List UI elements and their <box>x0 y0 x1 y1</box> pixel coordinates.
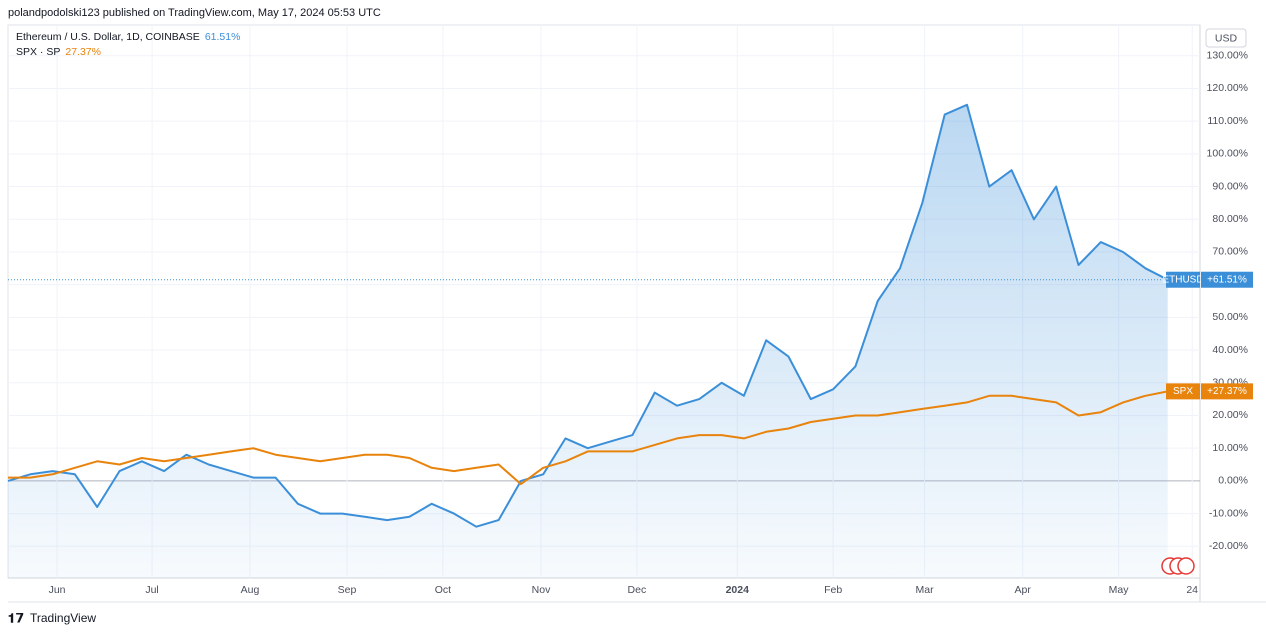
x-tick-label: Mar <box>916 584 935 596</box>
series-line <box>8 390 1168 486</box>
header: polandpodolski123 published on TradingVi… <box>8 7 381 19</box>
x-tick-label: Sep <box>338 584 357 596</box>
legend-value: 61.51% <box>205 31 241 43</box>
y-tick-label: 90.00% <box>1212 180 1248 192</box>
series-line <box>7 103 1169 528</box>
logo-icon: 𝟏𝟳 <box>8 610 24 625</box>
badge-name: ETHUSD <box>1162 274 1203 285</box>
y-tick-label: -10.00% <box>1209 507 1248 519</box>
legend-name: Ethereum / U.S. Dollar, 1D, COINBASE <box>16 31 200 43</box>
badge <box>1166 271 1200 288</box>
x-tick-label: Jun <box>49 584 66 596</box>
y-tick-label: 50.00% <box>1212 311 1248 323</box>
currency[interactable]: USD <box>1215 32 1238 44</box>
x-tick-label: Apr <box>1015 584 1032 596</box>
y-tick-label: 0.00% <box>1218 475 1248 487</box>
badge <box>1166 383 1200 400</box>
legend-value: 27.37% <box>65 46 101 58</box>
x-tick-label: Oct <box>435 584 451 596</box>
badge-value: +27.37% <box>1207 386 1247 397</box>
y-tick-label: 130.00% <box>1207 50 1248 62</box>
y-tick-label: 110.00% <box>1207 115 1248 127</box>
y-tick-label: 10.00% <box>1212 442 1248 454</box>
logo: 𝟏𝟳 <box>8 610 24 625</box>
area-fill <box>8 104 1168 579</box>
marks <box>7 103 1200 579</box>
labels: -20.00%-10.00%0.00%10.00%20.00%30.00%40.… <box>16 31 1253 596</box>
y-tick-label: 80.00% <box>1212 213 1248 225</box>
y-tick-label: 20.00% <box>1212 409 1248 421</box>
y-tick-label: 120.00% <box>1207 82 1248 94</box>
x-tick-label: 24 <box>1186 584 1198 596</box>
x-tick-label: Aug <box>241 584 260 596</box>
badge-value-box <box>1201 271 1253 288</box>
badge-name: SPX <box>1173 386 1193 397</box>
y-tick-label: 70.00% <box>1212 246 1248 258</box>
x-tick-label: Feb <box>824 584 842 596</box>
x-tick-label: 2024 <box>726 584 750 596</box>
badge-value: +61.51% <box>1207 274 1247 285</box>
x-tick-label: Jul <box>145 584 158 596</box>
currency-button[interactable] <box>1205 28 1247 48</box>
x-tick-label: Nov <box>532 584 551 596</box>
legend-name: SPX · SP <box>16 46 60 58</box>
y-tick-label: -20.00% <box>1209 540 1248 552</box>
x-tick-label: May <box>1109 584 1130 596</box>
badge-value-box <box>1201 383 1253 400</box>
y-tick-label: 100.00% <box>1207 148 1248 160</box>
x-tick-label: Dec <box>628 584 647 596</box>
flag-icon <box>1161 557 1195 575</box>
footer: TradingView <box>30 611 96 625</box>
y-tick-label: 40.00% <box>1212 344 1248 356</box>
